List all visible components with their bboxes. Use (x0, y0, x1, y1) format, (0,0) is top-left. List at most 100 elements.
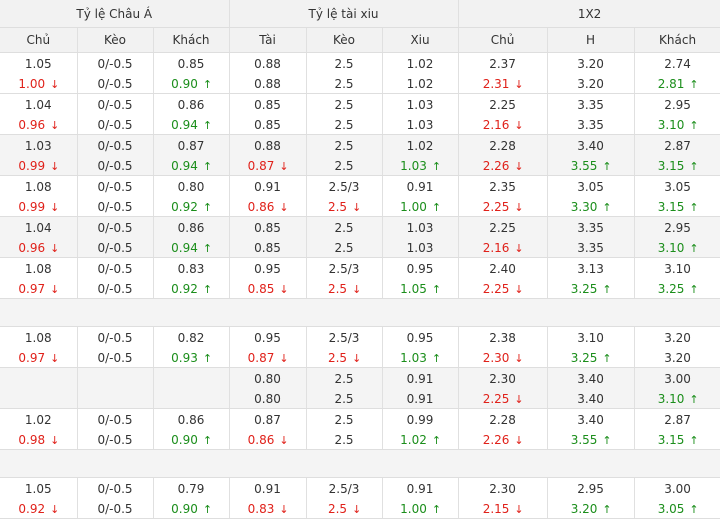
odds-row-current: 1.00 ↓ 0/-0.5 0.90 ↑ 0.88 2.5 1.02 2.31 ↓ 3.20 2.81… (0, 74, 720, 94)
arrow-up-icon: ↑ (689, 502, 699, 516)
arrow-up-icon: ↑ (431, 200, 442, 214)
odds-value: 2.5 (334, 413, 354, 427)
odds-cell-home: 1.02 (0, 408, 78, 430)
odds-cell-line: 2.5 ↓ (306, 197, 383, 217)
odds-value: 0.97 (18, 281, 46, 296)
arrow-up-icon: ↑ (202, 241, 213, 255)
odds-value: 0/-0.5 (97, 432, 133, 447)
header-column-row: Chủ Kèo Khách Tài Kèo Xiu Chủ H Khách (0, 27, 720, 53)
odds-value: 3.40 (577, 391, 604, 406)
odds-cell-handicap: 0/-0.5 (77, 197, 154, 217)
odds-value: 0.90 (171, 76, 198, 91)
odds-value: 1.04 (24, 221, 52, 235)
header-1x2: 1X2 (458, 0, 720, 28)
odds-cell-over: 0.95 (229, 257, 307, 279)
odds-cell-draw: 3.20 (547, 52, 635, 74)
odds-value: 0.95 (406, 331, 434, 345)
odds-value: 0.85 (254, 117, 281, 132)
odds-value: 3.10 (657, 391, 685, 406)
odds-cell-away: 0.93 ↑ (153, 348, 230, 368)
odds-cell-line: 2.5 (306, 216, 383, 238)
odds-value: 2.38 (489, 331, 516, 345)
col-header-1x2-away: Khách (634, 27, 720, 53)
odds-cell-1x2-home: 2.26 ↓ (458, 156, 548, 176)
odds-value: 3.35 (577, 98, 604, 112)
odds-value: 1.03 (400, 158, 427, 173)
odds-value: 2.35 (489, 180, 516, 194)
odds-cell-line: 2.5 (306, 156, 383, 176)
col-header-draw: H (547, 27, 635, 53)
odds-value: 1.03 (406, 221, 434, 235)
odds-value: 0.88 (254, 57, 281, 71)
odds-row-opening: 1.08 0/-0.5 0.80 0.91 2.5/3 0.91 2.35 3.05 3.05 (0, 175, 720, 197)
odds-cell-away: 0.94 ↑ (153, 238, 230, 258)
odds-cell-handicap: 0/-0.5 (77, 134, 154, 156)
odds-cell-1x2-away: 3.05 ↑ (634, 499, 720, 519)
odds-value: 2.81 (657, 76, 685, 91)
odds-value: 2.26 (482, 432, 510, 447)
odds-value: 0.85 (254, 221, 281, 235)
arrow-down-icon: ↓ (50, 433, 60, 447)
arrow-up-icon: ↑ (689, 159, 699, 173)
odds-value: 2.5 (327, 501, 348, 516)
odds-cell-over: 0.91 (229, 175, 307, 197)
odds-cell-1x2-home: 2.38 (458, 326, 548, 348)
odds-cell-1x2-away: 2.87 (634, 408, 720, 430)
odds-cell-away: 0.94 ↑ (153, 115, 230, 135)
arrow-up-icon: ↑ (431, 502, 442, 516)
odds-cell-line: 2.5 (306, 367, 383, 389)
odds-value: 3.00 (664, 372, 691, 386)
odds-cell-home: 0.99 ↓ (0, 197, 78, 217)
odds-cell-away: 0.85 (153, 52, 230, 74)
odds-value: 0.86 (177, 413, 205, 427)
odds-cell-over: 0.83 ↓ (229, 499, 307, 519)
odds-cell-draw: 3.05 (547, 175, 635, 197)
odds-cell-line: 2.5 ↓ (306, 499, 383, 519)
col-header-under: Xiu (382, 27, 459, 53)
odds-cell-handicap: 0/-0.5 (77, 257, 154, 279)
odds-value: 2.5 (334, 391, 354, 406)
odds-value: 0.85 (247, 281, 275, 296)
odds-cell-handicap: 0/-0.5 (77, 477, 154, 499)
odds-value: 0.88 (254, 139, 281, 153)
arrow-up-icon: ↑ (202, 433, 213, 447)
odds-value: 3.40 (577, 139, 604, 153)
arrow-up-icon: ↑ (431, 282, 442, 296)
odds-value: 0.83 (247, 501, 275, 516)
odds-value: 1.00 (400, 501, 427, 516)
arrow-down-icon: ↓ (352, 351, 362, 365)
odds-cell-away: 0.86 (153, 408, 230, 430)
arrow-up-icon: ↑ (202, 77, 213, 91)
odds-value: 0.94 (171, 158, 198, 173)
odds-cell-under: 0.95 (382, 257, 459, 279)
odds-cell-home: 0.99 ↓ (0, 156, 78, 176)
arrow-up-icon: ↑ (431, 351, 442, 365)
odds-cell-home: 1.05 (0, 477, 78, 499)
odds-value: 2.5/3 (328, 482, 360, 496)
arrow-up-icon: ↑ (431, 159, 442, 173)
odds-value: 2.95 (577, 482, 604, 496)
odds-cell-draw: 3.13 (547, 257, 635, 279)
odds-value: 3.15 (657, 158, 685, 173)
odds-value: 2.30 (482, 350, 510, 365)
odds-value: 2.26 (482, 158, 510, 173)
odds-cell-over: 0.86 ↓ (229, 430, 307, 450)
odds-cell-1x2-home: 2.31 ↓ (458, 74, 548, 94)
odds-row-opening: 1.08 0/-0.5 0.83 0.95 2.5/3 0.95 2.40 3.13 3.10 (0, 257, 720, 279)
arrow-up-icon: ↑ (602, 502, 612, 516)
odds-value: 2.31 (482, 76, 510, 91)
odds-value: 0.83 (177, 262, 205, 276)
odds-cell-draw: 3.55 ↑ (547, 430, 635, 450)
odds-value: 0.88 (254, 76, 281, 91)
odds-cell-over: 0.88 (229, 52, 307, 74)
arrow-down-icon: ↓ (279, 351, 289, 365)
odds-value: 2.87 (664, 413, 691, 427)
odds-value: 0/-0.5 (97, 482, 133, 496)
arrow-down-icon: ↓ (279, 502, 289, 516)
odds-value: 0/-0.5 (97, 199, 133, 214)
odds-cell-handicap: 0/-0.5 (77, 499, 154, 519)
odds-value: 3.35 (577, 240, 604, 255)
arrow-down-icon: ↓ (50, 118, 60, 132)
odds-value: 0.94 (171, 117, 198, 132)
odds-cell-1x2-away: 3.10 ↑ (634, 115, 720, 135)
